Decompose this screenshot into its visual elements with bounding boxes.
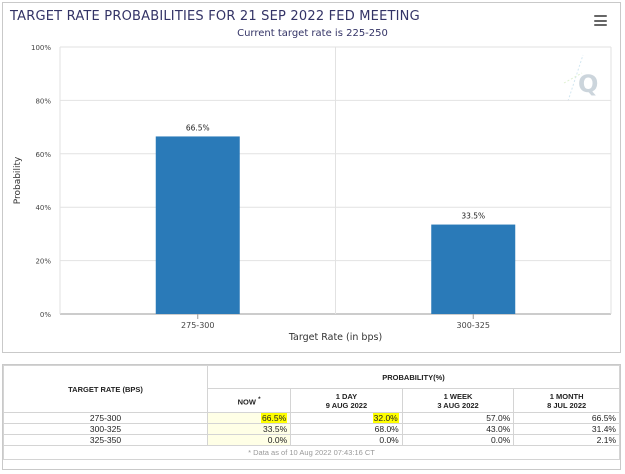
col-1month-date: 8 JUL 2022 bbox=[547, 400, 587, 410]
cell-now: 33.5% bbox=[206, 423, 292, 435]
bar bbox=[155, 136, 240, 314]
probability-group-header: PROBABILITY(%) bbox=[207, 365, 620, 389]
table-row: 325-350 0.0% 0.0% 0.0% 2.1% bbox=[3, 434, 620, 446]
col-1month-label: 1 MONTH bbox=[549, 391, 584, 401]
table-footnote: * Data as of 10 Aug 2022 07:43:16 CT bbox=[3, 445, 620, 460]
y-tick-label: 80% bbox=[35, 97, 51, 105]
rate-column-header: TARGET RATE (BPS) bbox=[3, 365, 208, 413]
chart-panel: TARGET RATE PROBABILITIES FOR 21 SEP 202… bbox=[2, 2, 621, 353]
y-tick-label: 20% bbox=[35, 258, 51, 266]
col-1week-date: 3 AUG 2022 bbox=[437, 400, 479, 410]
chart-subtitle: Current target rate is 225-250 bbox=[237, 28, 388, 39]
y-tick-label: 40% bbox=[35, 204, 51, 212]
x-axis-title: Target Rate (in bps) bbox=[288, 332, 382, 343]
cell-now: 66.5% bbox=[206, 412, 292, 424]
col-header-1week: 1 WEEK 3 AUG 2022 bbox=[401, 388, 515, 413]
probability-table-panel: TARGET RATE (BPS) PROBABILITY(%) NOW * 1… bbox=[2, 364, 621, 470]
row-rate: 325-350 bbox=[3, 434, 208, 446]
hamburger-menu-icon[interactable] bbox=[594, 15, 607, 26]
col-now-label: NOW bbox=[237, 397, 256, 407]
y-tick-label: 60% bbox=[35, 151, 51, 159]
probability-table: TARGET RATE (BPS) PROBABILITY(%) NOW * 1… bbox=[3, 365, 620, 460]
cell-1week: 43.0% bbox=[401, 423, 515, 435]
table-row: 275-300 66.5% 32.0% 57.0% 66.5% bbox=[3, 412, 620, 424]
cell-1week: 57.0% bbox=[401, 412, 515, 424]
cell-1month: 2.1% bbox=[513, 434, 620, 446]
y-tick-label: 0% bbox=[40, 311, 51, 319]
col-header-now: NOW * bbox=[206, 388, 292, 413]
cell-1month: 66.5% bbox=[513, 412, 620, 424]
col-header-1day: 1 DAY 9 AUG 2022 bbox=[290, 388, 403, 413]
data-label: 66.5% bbox=[186, 123, 210, 132]
y-tick-label: 100% bbox=[31, 44, 51, 52]
data-label: 33.5% bbox=[461, 212, 485, 221]
table-row: 300-325 33.5% 68.0% 43.0% 31.4% bbox=[3, 423, 620, 435]
row-rate: 275-300 bbox=[3, 412, 208, 424]
svg-text:Q: Q bbox=[578, 70, 598, 98]
col-header-1month: 1 MONTH 8 JUL 2022 bbox=[513, 388, 620, 413]
highlighted-value: 32.0% bbox=[372, 413, 399, 423]
col-1week-label: 1 WEEK bbox=[443, 391, 473, 401]
row-rate: 300-325 bbox=[3, 423, 208, 435]
col-now-mark: * bbox=[258, 395, 261, 403]
bar-chart: Q 0% 20% 40% 60% 80% 100% 66.5% 275-300 33.5% 300-… bbox=[13, 44, 612, 343]
cell-1day: 0.0% bbox=[290, 434, 403, 446]
quikstrike-logo-icon: Q bbox=[563, 54, 598, 102]
y-axis-title: Probability bbox=[13, 156, 23, 204]
bar bbox=[431, 224, 516, 314]
highlighted-value: 66.5% bbox=[261, 413, 288, 423]
col-1day-label: 1 DAY bbox=[335, 391, 358, 401]
cell-1day: 32.0% bbox=[290, 412, 403, 424]
cell-1month: 31.4% bbox=[513, 423, 620, 435]
cell-1day: 68.0% bbox=[290, 423, 403, 435]
x-tick-label: 275-300 bbox=[181, 321, 214, 330]
cell-1week: 0.0% bbox=[401, 434, 515, 446]
col-1day-date: 9 AUG 2022 bbox=[325, 400, 368, 410]
cell-now: 0.0% bbox=[206, 434, 292, 446]
chart-title: TARGET RATE PROBABILITIES FOR 21 SEP 202… bbox=[10, 9, 420, 24]
x-tick-label: 300-325 bbox=[457, 321, 490, 330]
